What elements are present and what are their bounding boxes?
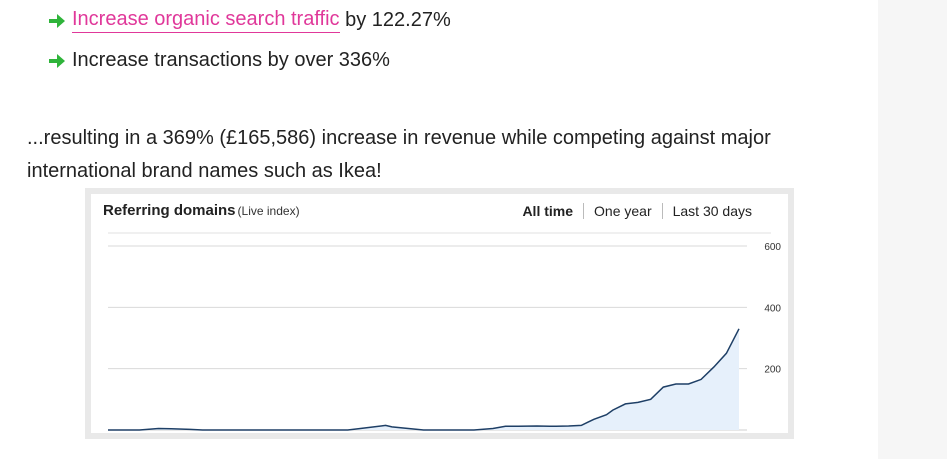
y-tick-label: 200	[764, 365, 781, 376]
tab-all-time[interactable]: All time	[522, 203, 574, 219]
y-tick-label: 400	[764, 303, 781, 314]
tab-one-year[interactable]: One year	[583, 203, 662, 219]
chart-title-text: Referring domains	[103, 202, 236, 219]
chart-subtitle: (Live index)	[237, 204, 300, 218]
series-area	[108, 328, 739, 430]
bullet-text: Increase transactions by over 336%	[72, 49, 390, 71]
bullet-text: by 122.27%	[339, 9, 451, 31]
bullet-item: Increase organic search traffic by 122.2…	[48, 8, 451, 33]
tab-last-30-days[interactable]: Last 30 days	[661, 203, 762, 219]
chart-title: Referring domains (Live index)	[103, 202, 300, 219]
organic-traffic-link[interactable]: Increase organic search traffic	[72, 8, 340, 33]
y-tick-label: 600	[764, 242, 781, 253]
content-card: Increase organic search traffic by 122.2…	[27, 8, 794, 439]
arrow-right-icon	[49, 13, 65, 28]
chart-plot: 200 400 600	[108, 232, 781, 431]
series-line	[108, 328, 740, 431]
results-paragraph: ...resulting in a 369% (£165,586) increa…	[27, 127, 771, 182]
chart-panel: Referring domains (Live index) All time O…	[91, 194, 788, 433]
chart-image: Referring domains (Live index) All time O…	[85, 188, 794, 439]
arrow-right-icon	[49, 53, 65, 68]
bullet-item: Increase transactions by over 336%	[48, 49, 390, 72]
range-tabs: All time One year Last 30 days	[512, 203, 762, 219]
